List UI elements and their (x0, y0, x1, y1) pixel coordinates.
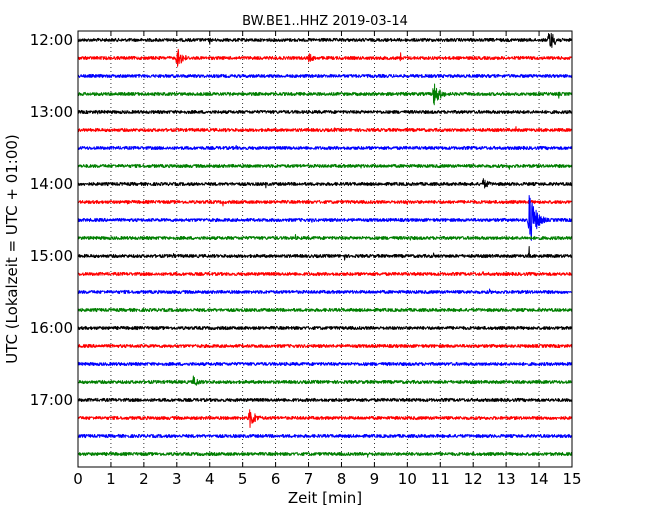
trace-1230 (77, 73, 573, 79)
x-tick-label: 4 (205, 470, 215, 488)
x-tick-label: 9 (370, 470, 380, 488)
trace-1730 (77, 433, 573, 439)
y-axis: 12:00 13:00 14:00 15:00 16:00 17:00 (30, 31, 572, 409)
y-tick-label: 16:00 (30, 319, 73, 337)
x-tick-label: 14 (530, 470, 549, 488)
trace-1345 (77, 163, 573, 170)
trace-1515 (77, 271, 573, 277)
y-tick-label: 17:00 (30, 391, 73, 409)
x-tick-label: 5 (238, 470, 248, 488)
x-tick-label: 12 (464, 470, 483, 488)
x-tick-label: 8 (337, 470, 347, 488)
trace-1745 (77, 451, 573, 458)
trace-1315 (77, 126, 573, 133)
trace-1630 (77, 361, 573, 367)
trace-1545 (77, 307, 573, 313)
trace-1530 (77, 288, 573, 295)
x-tick-label: 0 (73, 470, 83, 488)
trace-1700 (77, 397, 573, 403)
traces-group (77, 32, 573, 458)
trace-1200 (77, 32, 573, 48)
trace-1645 (77, 375, 573, 386)
trace-1430 (77, 194, 573, 241)
y-tick-label: 14:00 (30, 175, 73, 193)
x-tick-label: 3 (172, 470, 182, 488)
trace-1500 (77, 246, 573, 261)
y-tick-label: 13:00 (30, 103, 73, 121)
x-tick-label: 11 (431, 470, 450, 488)
x-tick-label: 2 (139, 470, 149, 488)
trace-1615 (77, 343, 573, 349)
x-tick-label: 6 (271, 470, 281, 488)
x-axis-label: Zeit [min] (288, 489, 362, 507)
trace-1245 (77, 83, 573, 106)
y-axis-label: UTC (Lokalzeit = UTC + 01:00) (3, 134, 21, 364)
y-tick-label: 15:00 (30, 247, 73, 265)
y-tick-label: 12:00 (30, 31, 73, 49)
x-tick-label: 15 (562, 470, 581, 488)
trace-1415 (77, 199, 573, 207)
trace-1215 (77, 48, 573, 67)
plot-frame (77, 30, 573, 468)
chart-title: BW.BE1..HHZ 2019-03-14 (242, 14, 408, 29)
trace-1300 (77, 109, 573, 115)
x-tick-label: 10 (398, 470, 417, 488)
x-tick-label: 1 (106, 470, 116, 488)
trace-1445 (77, 233, 573, 241)
x-tick-label: 13 (497, 470, 516, 488)
grid-lines (110, 31, 540, 467)
trace-1600 (77, 325, 573, 331)
x-tick-label: 7 (304, 470, 314, 488)
trace-1400 (77, 178, 573, 189)
trace-1330 (77, 144, 573, 151)
trace-1715 (77, 409, 573, 428)
x-axis: 0 1 2 3 4 5 6 7 8 9 10 11 12 13 14 15 (73, 31, 582, 488)
